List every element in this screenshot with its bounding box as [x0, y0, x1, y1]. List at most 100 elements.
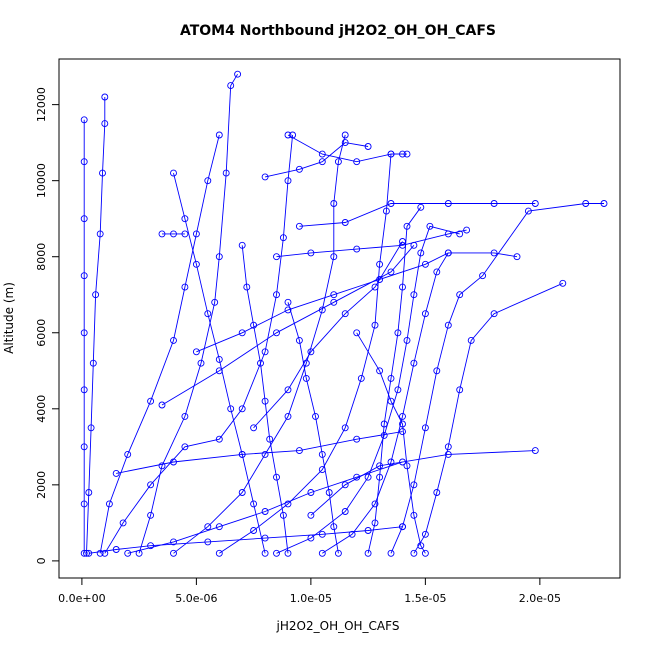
- data-point: [273, 473, 280, 481]
- data-point: [399, 458, 406, 466]
- data-point: [410, 511, 418, 519]
- data-point: [124, 450, 132, 458]
- data-point: [325, 489, 333, 496]
- profile-line: [86, 97, 106, 554]
- data-point: [215, 549, 223, 557]
- data-point: [215, 523, 223, 531]
- y-tick-label: 2000: [35, 471, 48, 499]
- data-point: [341, 310, 349, 318]
- data-point: [170, 336, 177, 344]
- data-point: [341, 219, 349, 226]
- data-point: [250, 500, 258, 508]
- data-point: [284, 131, 292, 139]
- data-point: [410, 291, 418, 299]
- profile-series: [410, 279, 567, 557]
- data-point: [307, 348, 315, 356]
- data-point: [399, 420, 406, 428]
- data-point: [96, 230, 104, 238]
- data-point: [250, 527, 258, 534]
- data-point: [227, 82, 235, 90]
- data-point: [456, 230, 464, 238]
- data-point: [376, 260, 384, 268]
- data-point: [524, 207, 532, 215]
- profile-series: [124, 458, 406, 557]
- y-tick-label: 6000: [35, 319, 48, 347]
- data-point: [170, 169, 177, 177]
- data-point: [421, 260, 429, 268]
- data-point: [273, 253, 280, 261]
- data-point: [170, 458, 177, 466]
- data-point: [85, 489, 93, 496]
- data-point: [101, 549, 109, 557]
- data-point: [238, 241, 246, 249]
- profile-line: [196, 252, 449, 353]
- data-point: [197, 359, 205, 367]
- data-point: [399, 428, 406, 436]
- data-point: [119, 519, 127, 527]
- data-point: [147, 542, 155, 550]
- profile-line: [173, 172, 266, 554]
- profile-line: [276, 225, 460, 554]
- data-point: [444, 450, 452, 458]
- data-point: [403, 150, 411, 158]
- data-point: [257, 359, 264, 367]
- data-point: [421, 530, 429, 538]
- profile-series: [387, 200, 608, 557]
- data-point: [261, 549, 269, 557]
- data-point: [330, 298, 338, 306]
- data-point: [80, 500, 88, 508]
- data-point: [147, 397, 155, 405]
- data-point: [341, 139, 349, 147]
- data-point: [215, 253, 223, 261]
- data-point: [353, 473, 361, 481]
- data-point: [394, 329, 402, 337]
- data-point: [348, 530, 356, 538]
- data-point: [147, 511, 155, 519]
- data-point: [318, 450, 326, 458]
- data-point: [353, 329, 361, 337]
- data-point: [341, 481, 349, 489]
- profile-line: [104, 134, 294, 554]
- profile-series: [318, 249, 521, 557]
- data-point: [456, 291, 464, 299]
- data-point: [318, 530, 326, 538]
- data-point: [387, 397, 395, 405]
- data-point: [273, 291, 280, 299]
- data-point: [279, 234, 287, 242]
- profile-line: [356, 332, 426, 554]
- data-point: [376, 367, 384, 375]
- data-point: [192, 230, 200, 238]
- data-point: [250, 424, 258, 432]
- data-point: [307, 489, 315, 496]
- data-point: [341, 131, 349, 139]
- data-point: [80, 329, 88, 337]
- profile-series: [364, 203, 425, 557]
- data-point: [87, 424, 95, 432]
- data-point: [421, 310, 429, 318]
- data-point: [318, 549, 326, 557]
- data-point: [318, 158, 326, 166]
- data-point: [284, 177, 292, 185]
- data-point: [341, 424, 349, 432]
- data-point: [181, 412, 189, 420]
- data-point: [531, 447, 539, 455]
- x-tick-label: 0.0e+00: [58, 592, 105, 605]
- data-point: [380, 420, 388, 428]
- data-point: [433, 268, 441, 276]
- profile-series: [250, 238, 406, 432]
- y-tick-label: 4000: [35, 395, 48, 423]
- data-point: [353, 158, 361, 166]
- data-point: [330, 523, 338, 531]
- data-point: [284, 306, 292, 314]
- profile-series: [170, 169, 269, 557]
- data-point: [284, 298, 292, 306]
- profile-line: [287, 302, 339, 554]
- data-point: [284, 386, 292, 394]
- data-point: [403, 336, 411, 344]
- data-point: [238, 329, 246, 337]
- profile-line: [127, 461, 403, 554]
- data-point: [80, 215, 88, 223]
- data-point: [387, 268, 395, 276]
